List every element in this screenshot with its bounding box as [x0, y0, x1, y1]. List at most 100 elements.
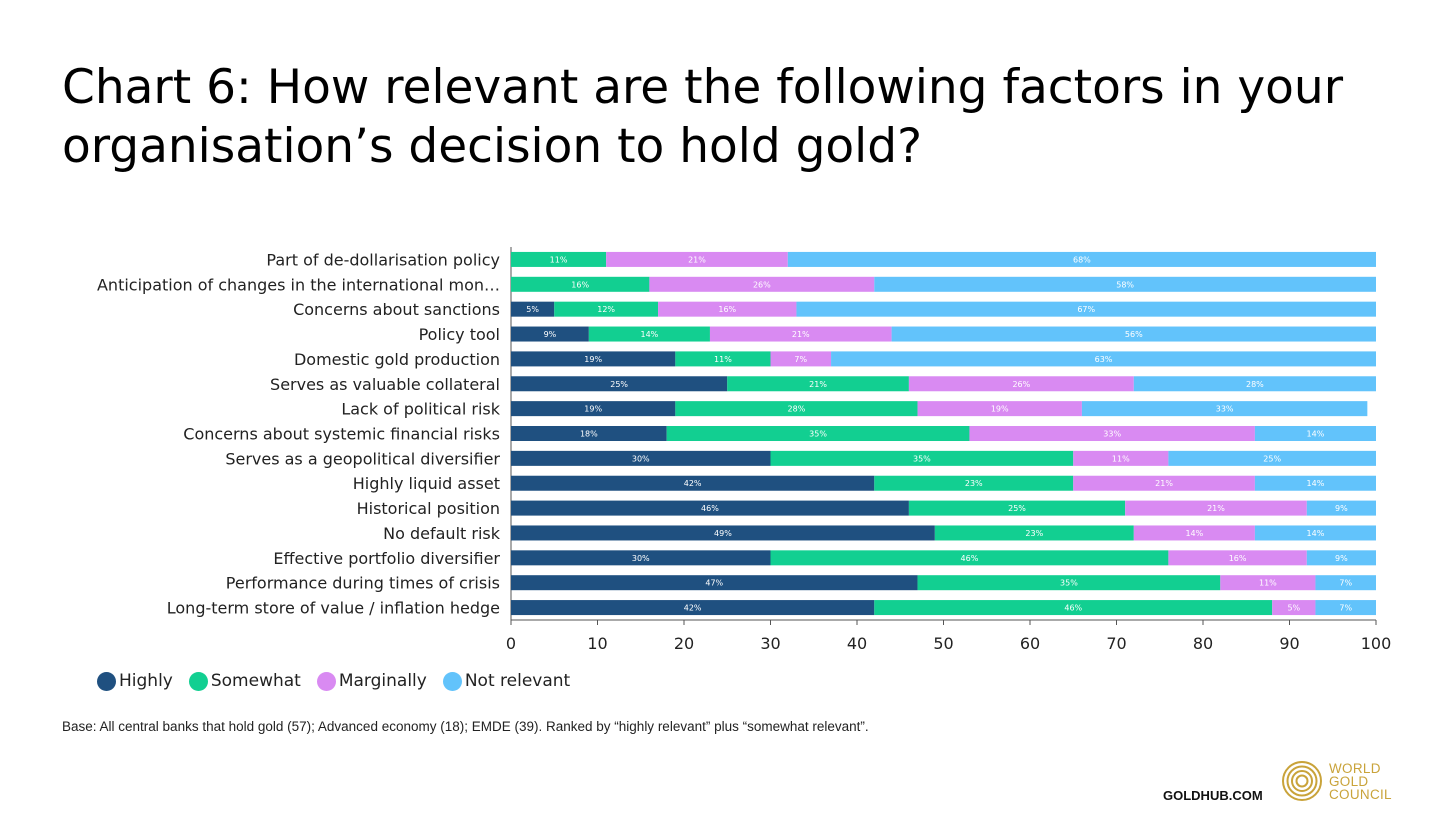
data-label: 42% [684, 604, 702, 613]
data-label: 14% [1307, 479, 1325, 488]
bar-segment-highly [511, 500, 909, 516]
data-label: 11% [1112, 454, 1130, 463]
category-label: Lack of political risk [341, 400, 500, 419]
legend-item-not-relevant[interactable]: Not relevant [442, 671, 571, 691]
x-tick-label: 10 [587, 634, 607, 653]
x-tick-label: 50 [933, 634, 953, 653]
bar-segment-not-relevant [1315, 575, 1376, 591]
bar-segment-highly [511, 475, 875, 491]
legend-label-not-relevant: Not relevant [464, 671, 571, 691]
data-label: 25% [1008, 504, 1026, 513]
category-label: Anticipation of changes in the internati… [97, 275, 500, 294]
data-label: 56% [1125, 330, 1143, 339]
bar-segment-not-relevant [1306, 550, 1376, 566]
data-label: 11% [1259, 579, 1277, 588]
data-label: 21% [792, 330, 810, 339]
category-label: No default risk [383, 524, 501, 543]
bar-segment-not-relevant [1254, 475, 1376, 491]
data-label: 33% [1216, 405, 1234, 414]
world-gold-council-logo[interactable]: WORLD GOLD COUNCIL [1281, 760, 1392, 802]
category-label: Serves as a geopolitical diversifier [225, 449, 500, 468]
category-label: Policy tool [419, 325, 500, 344]
bar-segment-marginally [1073, 450, 1169, 466]
bar-segment-somewhat [675, 401, 918, 417]
bar-segment-marginally [908, 376, 1134, 392]
bar-segment-marginally [1133, 525, 1255, 541]
data-label: 21% [1155, 479, 1173, 488]
bar-segment-somewhat [908, 500, 1126, 516]
bar-segment-highly [511, 401, 676, 417]
data-label: 12% [597, 305, 615, 314]
bar-segment-not-relevant [1315, 600, 1376, 616]
data-label: 67% [1077, 305, 1095, 314]
bar-segment-not-relevant [1306, 500, 1376, 516]
bar-segment-somewhat [874, 600, 1273, 616]
bar-segment-highly [511, 326, 589, 342]
bar-segment-marginally [709, 326, 892, 342]
concentric-rings-icon [1282, 761, 1322, 801]
data-label: 19% [991, 405, 1009, 414]
bar-segment-highly [511, 351, 676, 367]
data-label: 5% [526, 305, 539, 314]
category-label: Concerns about systemic financial risks [183, 425, 500, 444]
category-label: Concerns about sanctions [293, 300, 500, 319]
chart-title-line-1: Chart 6: How relevant are the following … [62, 60, 1344, 115]
data-label: 25% [1263, 454, 1281, 463]
data-label: 7% [794, 355, 807, 364]
category-label: Long-term store of value / inflation hed… [167, 599, 500, 618]
bar-segment-somewhat [588, 326, 710, 342]
data-label: 14% [641, 330, 659, 339]
data-label: 25% [610, 380, 628, 389]
bar-segment-not-relevant [1133, 376, 1376, 392]
data-label: 9% [1335, 554, 1348, 563]
data-label: 26% [753, 280, 771, 289]
bar-segment-somewhat [934, 525, 1134, 541]
data-label: 7% [1339, 604, 1352, 613]
bar-segment-somewhat [874, 475, 1074, 491]
data-label: 16% [718, 305, 736, 314]
bar-segment-somewhat [727, 376, 909, 392]
legend-swatch-highly [97, 671, 116, 691]
data-label: 35% [1060, 579, 1078, 588]
x-tick-label: 0 [506, 634, 516, 653]
legend-label-highly: Highly [119, 671, 173, 691]
data-label: 35% [809, 430, 827, 439]
bar-segment-highly [511, 550, 771, 566]
x-tick-label: 90 [1279, 634, 1299, 653]
legend-item-marginally[interactable]: Marginally [316, 671, 427, 691]
category-label: Domestic gold production [294, 350, 500, 369]
bar-segment-marginally [917, 401, 1082, 417]
category-label: Highly liquid asset [353, 474, 500, 493]
goldhub-link[interactable]: GOLDHUB.COM [1163, 788, 1263, 803]
data-label: 21% [688, 255, 706, 264]
category-label: Part of de-dollarisation policy [266, 250, 500, 269]
data-label: 16% [571, 280, 589, 289]
data-label: 9% [544, 330, 557, 339]
data-label: 19% [584, 405, 602, 414]
bar-segment-highly [511, 450, 771, 466]
data-label: 7% [1339, 579, 1352, 588]
bar-segment-marginally [1220, 575, 1316, 591]
chart-title: Chart 6: How relevant are the following … [62, 58, 1402, 176]
data-label: 18% [580, 430, 598, 439]
legend-item-somewhat[interactable]: Somewhat [188, 671, 301, 691]
bar-segment-not-relevant [1168, 450, 1376, 466]
data-label: 35% [913, 454, 931, 463]
data-label: 49% [714, 529, 732, 538]
bar-segment-marginally [1125, 500, 1307, 516]
bar-segment-marginally [1073, 475, 1255, 491]
bar-segment-highly [511, 376, 728, 392]
bar-segment-marginally [658, 301, 797, 317]
x-tick-label: 20 [674, 634, 694, 653]
bar-segment-marginally [770, 351, 832, 367]
bar-segment-marginally [649, 276, 875, 292]
data-label: 14% [1307, 529, 1325, 538]
chart-legend: Highly Somewhat Marginally Not relevant [97, 671, 586, 691]
data-label: 68% [1073, 255, 1091, 264]
legend-item-highly[interactable]: Highly [97, 671, 173, 691]
x-tick-label: 80 [1193, 634, 1213, 653]
x-tick-label: 70 [1106, 634, 1126, 653]
bar-segment-somewhat [675, 351, 771, 367]
x-tick-label: 100 [1361, 634, 1392, 653]
data-label: 23% [1025, 529, 1043, 538]
